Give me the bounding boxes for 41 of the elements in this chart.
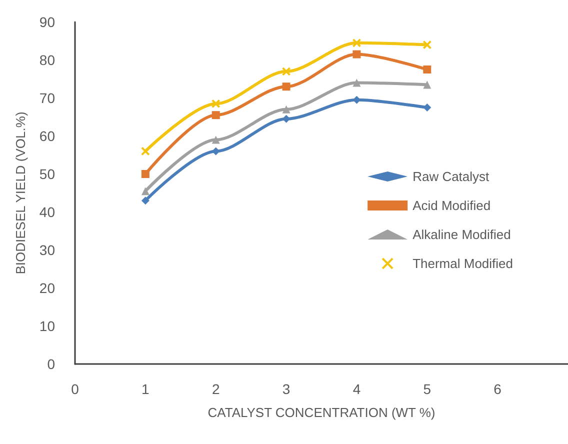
legend-label: Acid Modified <box>412 198 491 213</box>
x-tick-label: 4 <box>352 381 361 397</box>
point <box>282 105 290 114</box>
point <box>212 147 220 156</box>
point <box>282 82 290 91</box>
point <box>423 66 432 74</box>
point <box>141 196 150 205</box>
y-tick-label: 40 <box>39 204 56 220</box>
point <box>212 136 220 144</box>
point <box>352 78 361 87</box>
x-axis-title: CATALYST CONCENTRATION (WT %) <box>208 405 436 420</box>
legend-label: Thermal Modified <box>412 256 514 271</box>
x-tick-label: 6 <box>494 381 502 397</box>
x-tick-label: 2 <box>212 381 220 397</box>
legend-label: Alkaline Modified <box>412 227 511 242</box>
point <box>211 99 220 108</box>
point <box>352 38 362 48</box>
point <box>422 40 432 50</box>
point <box>423 104 432 112</box>
point <box>423 80 432 89</box>
point <box>282 66 291 76</box>
y-tick-label: 60 <box>39 128 56 144</box>
legend-label: Raw Catalyst <box>412 169 490 184</box>
x-tick-label: 3 <box>282 381 290 397</box>
y-tick-label: 50 <box>39 166 56 182</box>
point <box>140 146 150 156</box>
x-tick-label: 0 <box>71 381 80 397</box>
x-tick-label: 1 <box>142 381 150 397</box>
y-tick-label: 30 <box>39 242 56 258</box>
y-axis-title: BIODIESEL YIELD (VOL.%) <box>13 112 28 274</box>
y-tick-label: 80 <box>39 52 56 68</box>
y-tick-label: 70 <box>39 90 56 106</box>
y-tick-label: 10 <box>39 318 56 334</box>
x-tick-label: 5 <box>423 381 432 397</box>
point <box>212 111 220 120</box>
point <box>141 187 150 196</box>
y-tick-label: 90 <box>39 14 56 30</box>
y-tick-label: 0 <box>47 356 56 372</box>
point <box>352 50 361 58</box>
point <box>141 170 150 178</box>
y-tick-label: 20 <box>39 280 56 296</box>
